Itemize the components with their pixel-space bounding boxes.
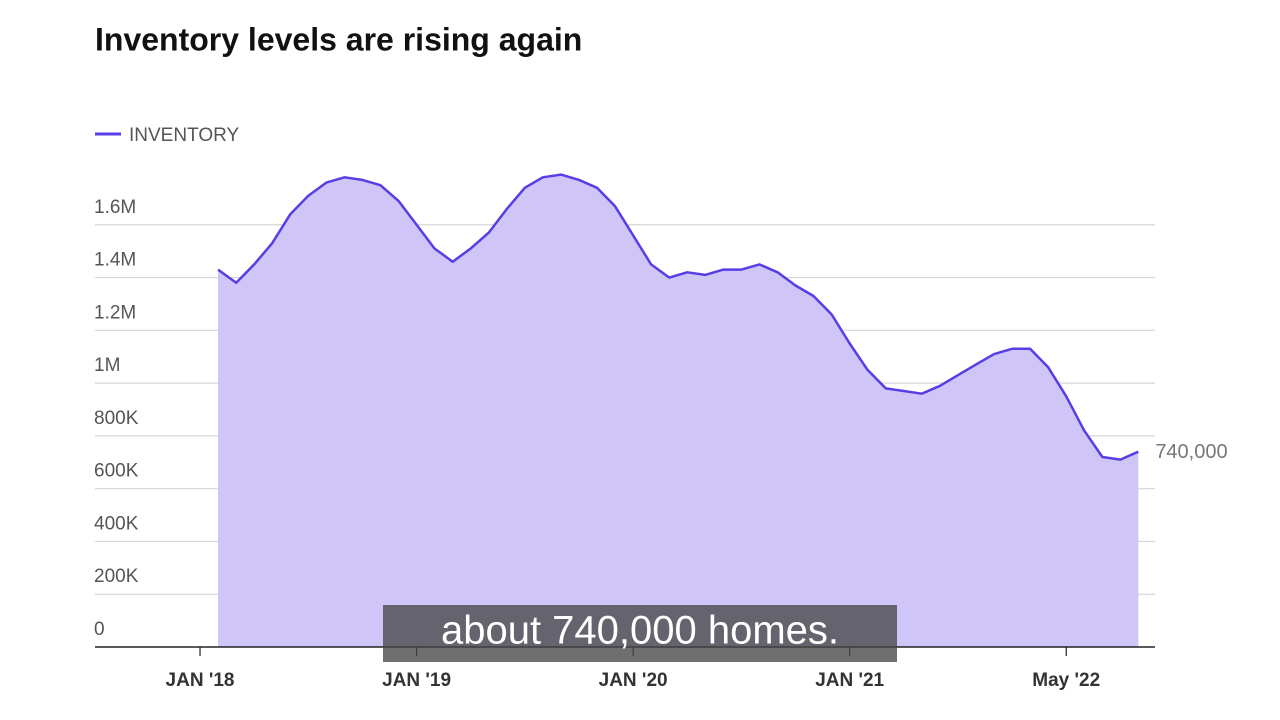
y-tick-label: 1.2M xyxy=(94,302,136,323)
y-tick-label: 200K xyxy=(94,566,139,587)
caption-box xyxy=(383,605,897,662)
area-fill xyxy=(218,174,1139,647)
line xyxy=(217,173,1139,461)
x-tick-label: JAN '19 xyxy=(382,670,451,691)
end-label: 740,000 xyxy=(1155,441,1227,463)
y-tick-label: 600K xyxy=(94,461,139,482)
y-tick-label: 1M xyxy=(94,355,120,376)
y-tick-label: 400K xyxy=(94,513,139,534)
y-tick-label: 0 xyxy=(94,619,105,640)
x-tick-label: JAN '21 xyxy=(815,670,884,691)
legend-label: INVENTORY xyxy=(129,125,239,146)
y-tick-label: 1.6M xyxy=(94,197,136,218)
caption: about 740,000 homes. xyxy=(441,609,839,653)
x-tick-label: May '22 xyxy=(1032,670,1100,691)
chart-title: Inventory levels are rising again xyxy=(95,21,582,57)
x-tick-label: JAN '20 xyxy=(599,670,668,691)
y-tick-label: 1.4M xyxy=(94,250,136,271)
y-tick-label: 800K xyxy=(94,408,139,429)
x-tick-label: JAN '18 xyxy=(166,670,235,691)
